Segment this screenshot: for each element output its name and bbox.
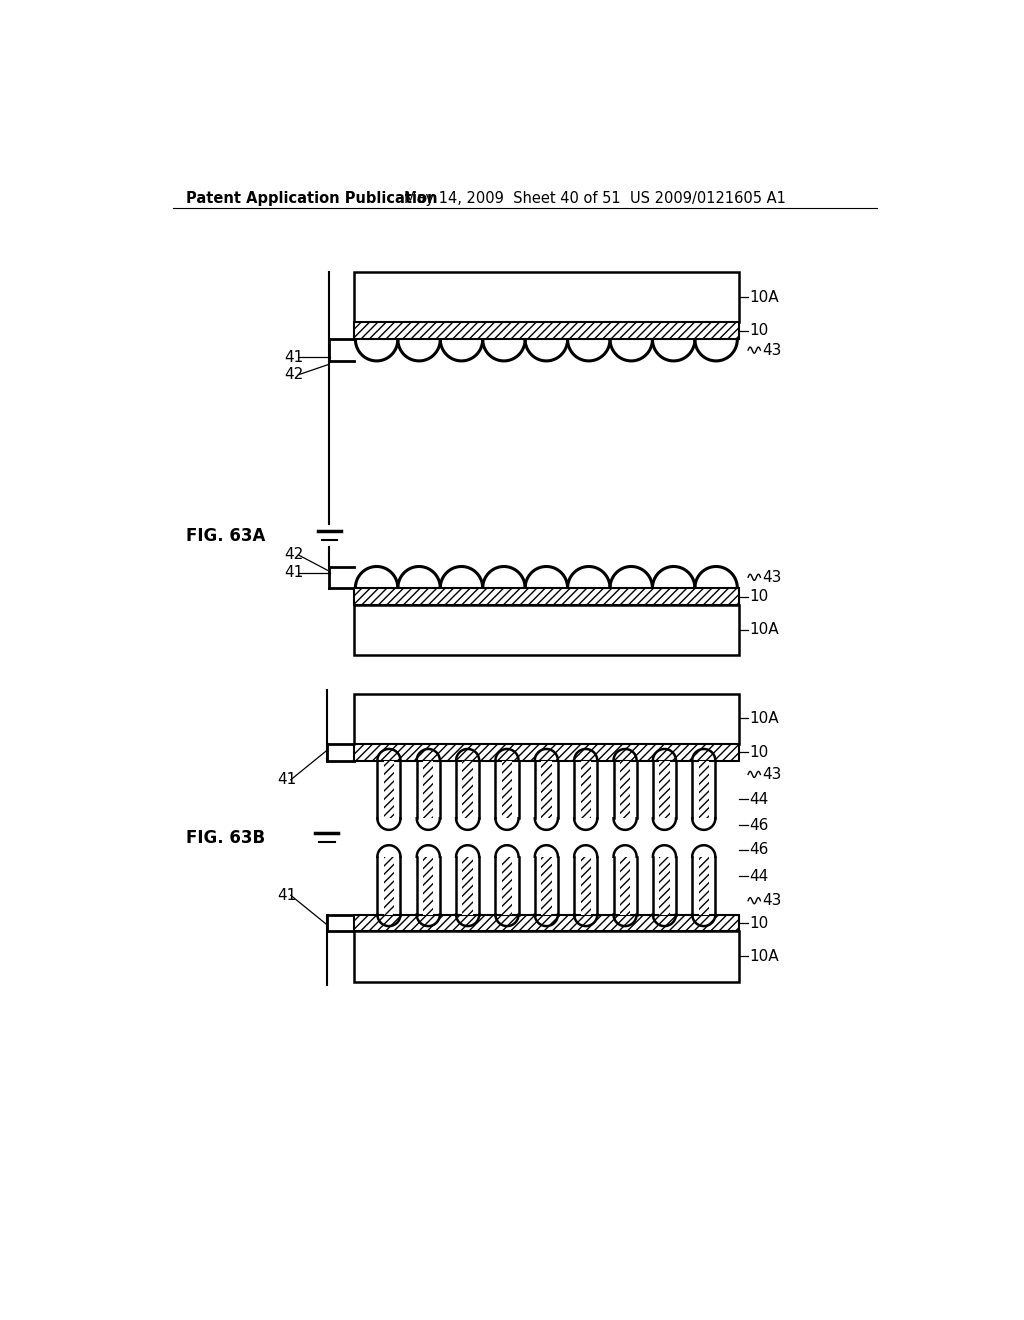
Text: FIG. 63A: FIG. 63A	[186, 527, 265, 545]
Text: 41: 41	[285, 350, 304, 364]
Bar	[659, 760, 670, 818]
Bar	[502, 857, 512, 915]
Bar	[581, 857, 591, 915]
Bar	[620, 760, 630, 818]
Bar	[502, 760, 512, 818]
Text: Patent Application Publication: Patent Application Publication	[186, 191, 437, 206]
Bar	[354, 915, 739, 932]
Text: 10A: 10A	[750, 710, 779, 726]
Bar	[354, 605, 739, 655]
Text: 10: 10	[750, 589, 769, 605]
Text: 41: 41	[276, 888, 296, 903]
Bar	[463, 760, 473, 818]
Bar	[354, 743, 739, 760]
Bar	[354, 693, 739, 743]
Bar	[698, 857, 709, 915]
Text: 43: 43	[762, 570, 781, 585]
Bar	[354, 272, 739, 322]
Text: 44: 44	[750, 792, 769, 807]
Bar	[384, 760, 394, 818]
Text: 41: 41	[285, 565, 304, 581]
Text: 10: 10	[750, 323, 769, 338]
Text: 43: 43	[762, 767, 781, 781]
Text: 44: 44	[750, 869, 769, 883]
Text: May 14, 2009  Sheet 40 of 51: May 14, 2009 Sheet 40 of 51	[403, 191, 621, 206]
Bar	[354, 589, 739, 605]
Bar	[541, 857, 552, 915]
Text: 42: 42	[285, 367, 304, 383]
Bar	[423, 857, 433, 915]
Text: 42: 42	[285, 548, 304, 562]
Bar	[354, 322, 739, 339]
Bar	[423, 760, 433, 818]
Bar	[581, 760, 591, 818]
Text: FIG. 63B: FIG. 63B	[186, 829, 265, 846]
Bar	[384, 857, 394, 915]
Text: 46: 46	[750, 842, 769, 858]
Bar	[354, 932, 739, 982]
Text: US 2009/0121605 A1: US 2009/0121605 A1	[630, 191, 785, 206]
Bar	[620, 857, 630, 915]
Text: 43: 43	[762, 343, 781, 358]
Text: 10A: 10A	[750, 289, 779, 305]
Text: 10: 10	[750, 916, 769, 931]
Text: 41: 41	[276, 772, 296, 787]
Bar	[698, 760, 709, 818]
Text: 46: 46	[750, 817, 769, 833]
Text: 43: 43	[762, 894, 781, 908]
Text: 10: 10	[750, 744, 769, 759]
Bar	[659, 857, 670, 915]
Bar	[541, 760, 552, 818]
Text: 10A: 10A	[750, 949, 779, 964]
Text: 10A: 10A	[750, 622, 779, 638]
Bar	[463, 857, 473, 915]
